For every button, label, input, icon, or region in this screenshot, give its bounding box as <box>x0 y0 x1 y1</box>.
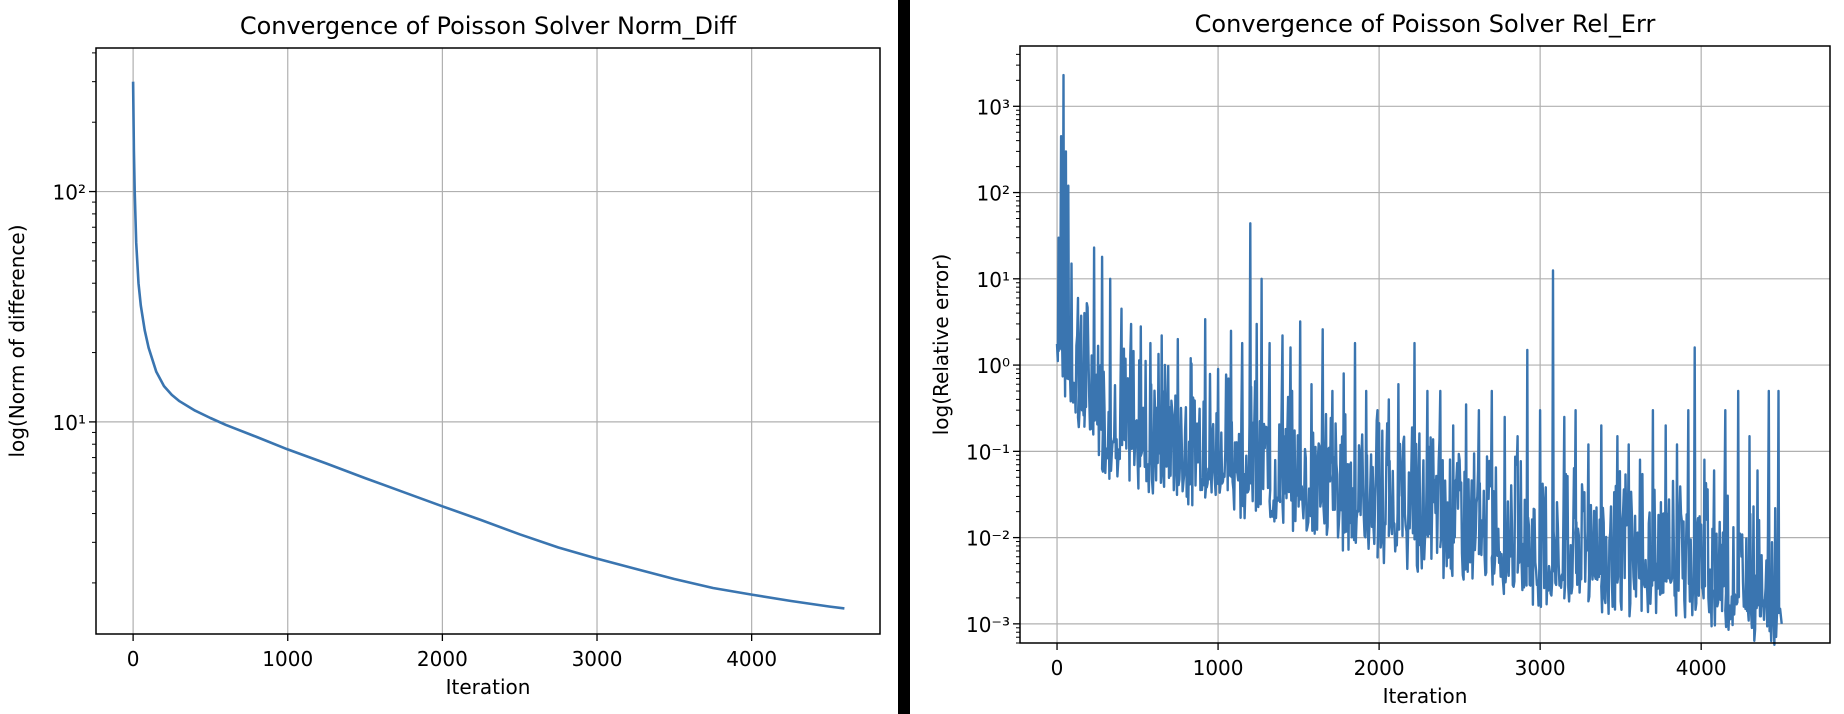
x-tick-label: 4000 <box>726 647 777 671</box>
x-tick-label: 1000 <box>262 647 313 671</box>
x-tick-label: 4000 <box>1676 656 1727 680</box>
y-axis-label: log(Relative error) <box>929 254 953 436</box>
x-tick-label: 2000 <box>1354 656 1405 680</box>
tick-layer: 0 1000 2000 3000 4000 10⁻³ 10⁻² 10⁻¹ 10⁰ 10¹ 10² 10… <box>966 53 1727 680</box>
chart-rel-err: 0 1000 2000 3000 4000 10⁻³ 10⁻² 10⁻¹ 10⁰ 10¹ 10² 10… <box>929 10 1831 708</box>
y-axis-label: log(Norm of difference) <box>5 224 29 457</box>
series-layer <box>131 81 845 610</box>
y-tick-label: 10⁰ <box>977 354 1010 378</box>
y-tick-label: 10³ <box>977 95 1010 119</box>
series-line <box>131 81 845 610</box>
chart-norm-diff: 0 1000 2000 3000 4000 10¹ 10² Convergence of P… <box>5 12 881 699</box>
chart-title: Convergence of Poisson Solver Norm_Diff <box>240 12 737 40</box>
series-line <box>1055 73 1783 646</box>
series-layer <box>1055 73 1783 646</box>
y-tick-label: 10⁻² <box>966 527 1010 551</box>
x-tick-label: 1000 <box>1193 656 1244 680</box>
x-axis-label: Iteration <box>446 675 531 699</box>
plot-frame <box>1019 45 1831 644</box>
x-tick-label: 2000 <box>417 647 468 671</box>
y-tick-label: 10⁻¹ <box>966 440 1010 464</box>
x-tick-label: 0 <box>1051 656 1064 680</box>
grid <box>96 48 880 634</box>
y-tick-label: 10⁻³ <box>966 613 1010 637</box>
tick-layer: 0 1000 2000 3000 4000 10¹ 10² <box>53 52 777 671</box>
y-tick-label: 10¹ <box>53 411 86 435</box>
x-tick-label: 3000 <box>1515 656 1566 680</box>
plot-frame <box>95 47 881 635</box>
x-axis-label: Iteration <box>1383 684 1468 708</box>
x-tick-label: 3000 <box>572 647 623 671</box>
y-tick-label: 10² <box>53 181 86 205</box>
y-tick-label: 10² <box>977 182 1010 206</box>
y-tick-label: 10¹ <box>977 268 1010 292</box>
panel-divider <box>898 0 910 714</box>
chart-title: Convergence of Poisson Solver Rel_Err <box>1195 10 1656 38</box>
x-tick-label: 0 <box>127 647 140 671</box>
